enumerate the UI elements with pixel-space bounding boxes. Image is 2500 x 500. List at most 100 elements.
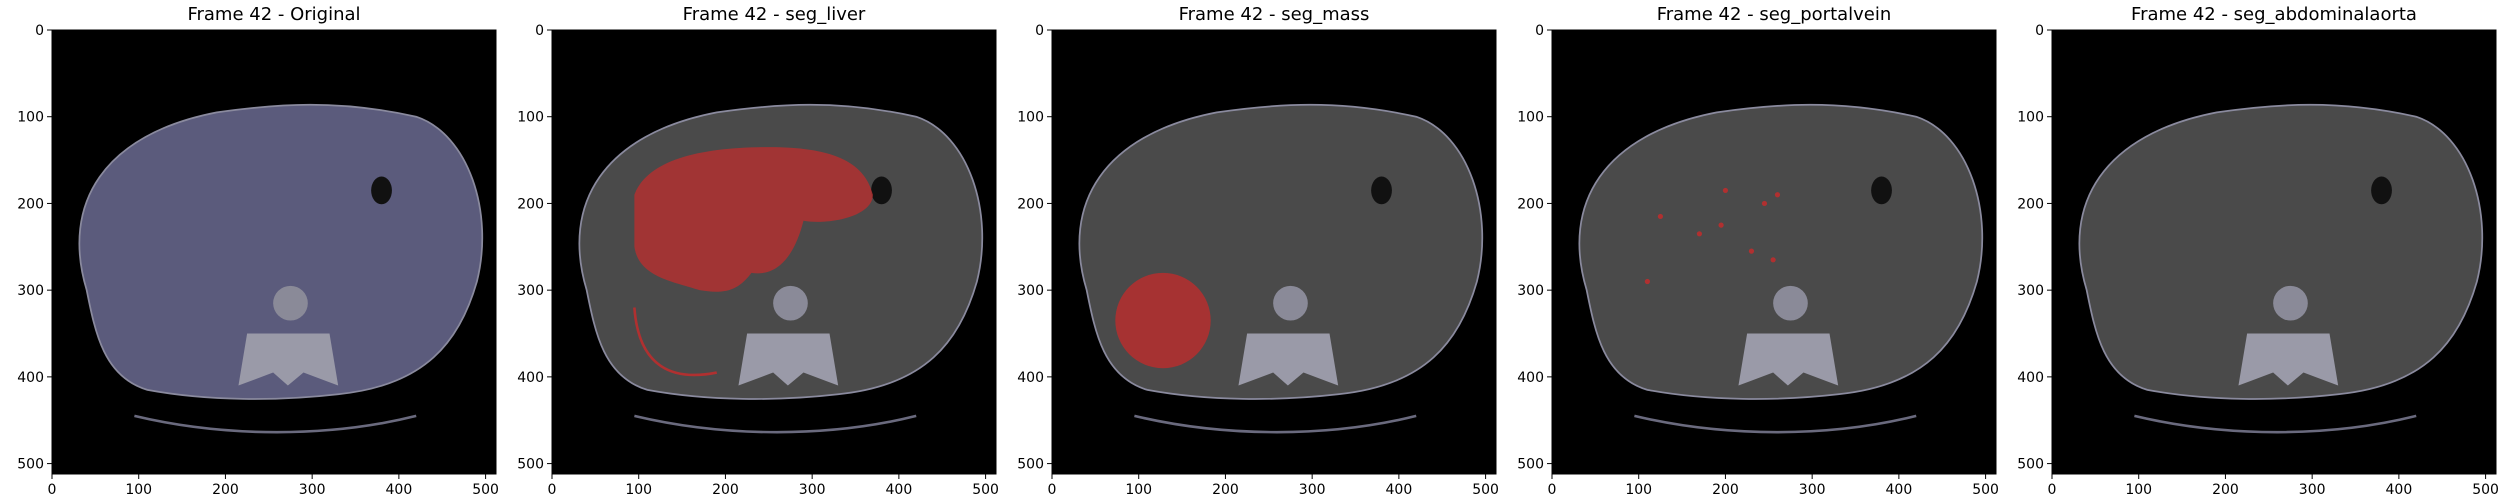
table-line	[1134, 414, 1417, 434]
x-tick-label: 400	[1886, 482, 1913, 498]
table-line	[134, 414, 417, 434]
x-tick-label: 400	[1386, 482, 1413, 498]
portalvein-segmentation	[1748, 248, 1755, 254]
axes-frame	[51, 29, 497, 475]
y-tick-label: 0	[1535, 23, 1544, 39]
y-tick-label: 300	[517, 283, 544, 299]
air-pocket	[1371, 176, 1392, 205]
mass-segmentation	[1115, 272, 1211, 369]
y-tick-label: 100	[1517, 110, 1544, 126]
panel-2: Frame 42 - seg_liver 0 100 200 300 400 500 0 100…	[500, 0, 1000, 500]
x-tick-label: 200	[712, 482, 739, 498]
x-tick-label: 100	[2125, 482, 2152, 498]
x-tick-label: 400	[2386, 482, 2413, 498]
air-pocket	[371, 176, 392, 205]
y-tick-label: 100	[17, 110, 44, 126]
y-tick-label: 300	[1517, 283, 1544, 299]
table-line	[1634, 414, 1917, 434]
y-tick-label: 300	[1017, 283, 1044, 299]
y-tick-label: 100	[517, 110, 544, 126]
x-tick-label: 100	[625, 482, 652, 498]
x-tick-label: 100	[1625, 482, 1652, 498]
x-tick-label: 200	[2212, 482, 2239, 498]
y-tick-label: 400	[2017, 370, 2044, 386]
x-tick-label: 100	[125, 482, 152, 498]
portalvein-segmentation	[1644, 278, 1650, 285]
x-tick-label: 100	[1125, 482, 1152, 498]
air-pocket	[2371, 176, 2392, 205]
y-tick-label: 200	[2017, 196, 2044, 212]
panel-3: Frame 42 - seg_mass 0 100 200 300 400 500 0 100 2…	[1000, 0, 1500, 500]
x-tick-label: 200	[1712, 482, 1739, 498]
y-tick-label: 300	[17, 283, 44, 299]
liver-segmentation	[634, 147, 873, 292]
portalvein-segmentation	[1774, 192, 1781, 198]
y-tick-label: 100	[2017, 110, 2044, 126]
spine-structure	[1238, 333, 1339, 386]
x-tick-label: 400	[386, 482, 413, 498]
y-tick-label: 400	[17, 370, 44, 386]
axes-frame	[2051, 29, 2497, 475]
y-tick-label: 500	[517, 457, 544, 473]
table-line	[634, 414, 917, 434]
x-tick-label: 300	[1799, 482, 1826, 498]
y-tick-label: 300	[2017, 283, 2044, 299]
x-tick-label: 300	[799, 482, 826, 498]
panel-title: Frame 42 - seg_portalvein	[1656, 4, 1892, 25]
axes-frame	[551, 29, 997, 475]
axes-frame	[1551, 29, 1997, 475]
x-tick-label: 300	[299, 482, 326, 498]
y-tick-label: 400	[1017, 370, 1044, 386]
y-tick-label: 0	[535, 23, 544, 39]
aorta-structure	[273, 285, 308, 321]
air-pocket	[871, 176, 892, 205]
y-tick-label: 400	[1517, 370, 1544, 386]
y-tick-label: 200	[517, 196, 544, 212]
liver-rim-segmentation	[633, 307, 718, 377]
aorta-structure	[2273, 285, 2308, 321]
y-tick-label: 400	[517, 370, 544, 386]
x-tick-label: 0	[48, 482, 57, 498]
table-line	[2134, 414, 2417, 434]
portalvein-segmentation	[1722, 187, 1729, 194]
y-tick-label: 500	[2017, 457, 2044, 473]
x-tick-label: 500	[1472, 482, 1499, 498]
x-tick-label: 200	[1212, 482, 1239, 498]
portalvein-segmentation	[1696, 231, 1703, 237]
panel-title: Frame 42 - seg_abdominalaorta	[2131, 4, 2417, 25]
x-tick-label: 300	[1299, 482, 1326, 498]
spine-structure	[738, 333, 839, 386]
x-tick-label: 500	[472, 482, 499, 498]
spine-structure	[1738, 333, 1839, 386]
y-tick-label: 200	[17, 196, 44, 212]
y-tick-label: 200	[1517, 196, 1544, 212]
x-tick-label: 500	[1972, 482, 1999, 498]
x-tick-label: 0	[2048, 482, 2057, 498]
y-tick-label: 200	[1017, 196, 1044, 212]
panel-1: Frame 42 - Original 0 100 200 300 400 500 0 100 2…	[0, 0, 500, 500]
y-tick-label: 100	[1017, 110, 1044, 126]
portalvein-segmentation	[1761, 200, 1768, 207]
spine-structure	[2238, 333, 2339, 386]
x-tick-label: 300	[2299, 482, 2326, 498]
y-tick-label: 0	[1035, 23, 1044, 39]
x-tick-label: 0	[1048, 482, 1057, 498]
portalvein-segmentation	[1770, 257, 1776, 263]
portalvein-segmentation	[1657, 213, 1663, 220]
aorta-structure	[1273, 285, 1308, 321]
x-tick-label: 400	[886, 482, 913, 498]
panel-title: Frame 42 - Original	[187, 4, 361, 25]
portalvein-segmentation	[1718, 222, 1724, 228]
panel-5: Frame 42 - seg_abdominalaorta 0 100 200 300 4…	[2000, 0, 2500, 500]
x-tick-label: 200	[212, 482, 239, 498]
y-tick-label: 500	[17, 457, 44, 473]
panel-4: Frame 42 - seg_portalvein 0 100 200 300 400 50…	[1500, 0, 2000, 500]
y-tick-label: 500	[1517, 457, 1544, 473]
panel-title: Frame 42 - seg_liver	[682, 4, 866, 25]
spine-structure	[238, 333, 339, 386]
air-pocket	[1871, 176, 1892, 205]
panel-title: Frame 42 - seg_mass	[1178, 4, 1370, 25]
